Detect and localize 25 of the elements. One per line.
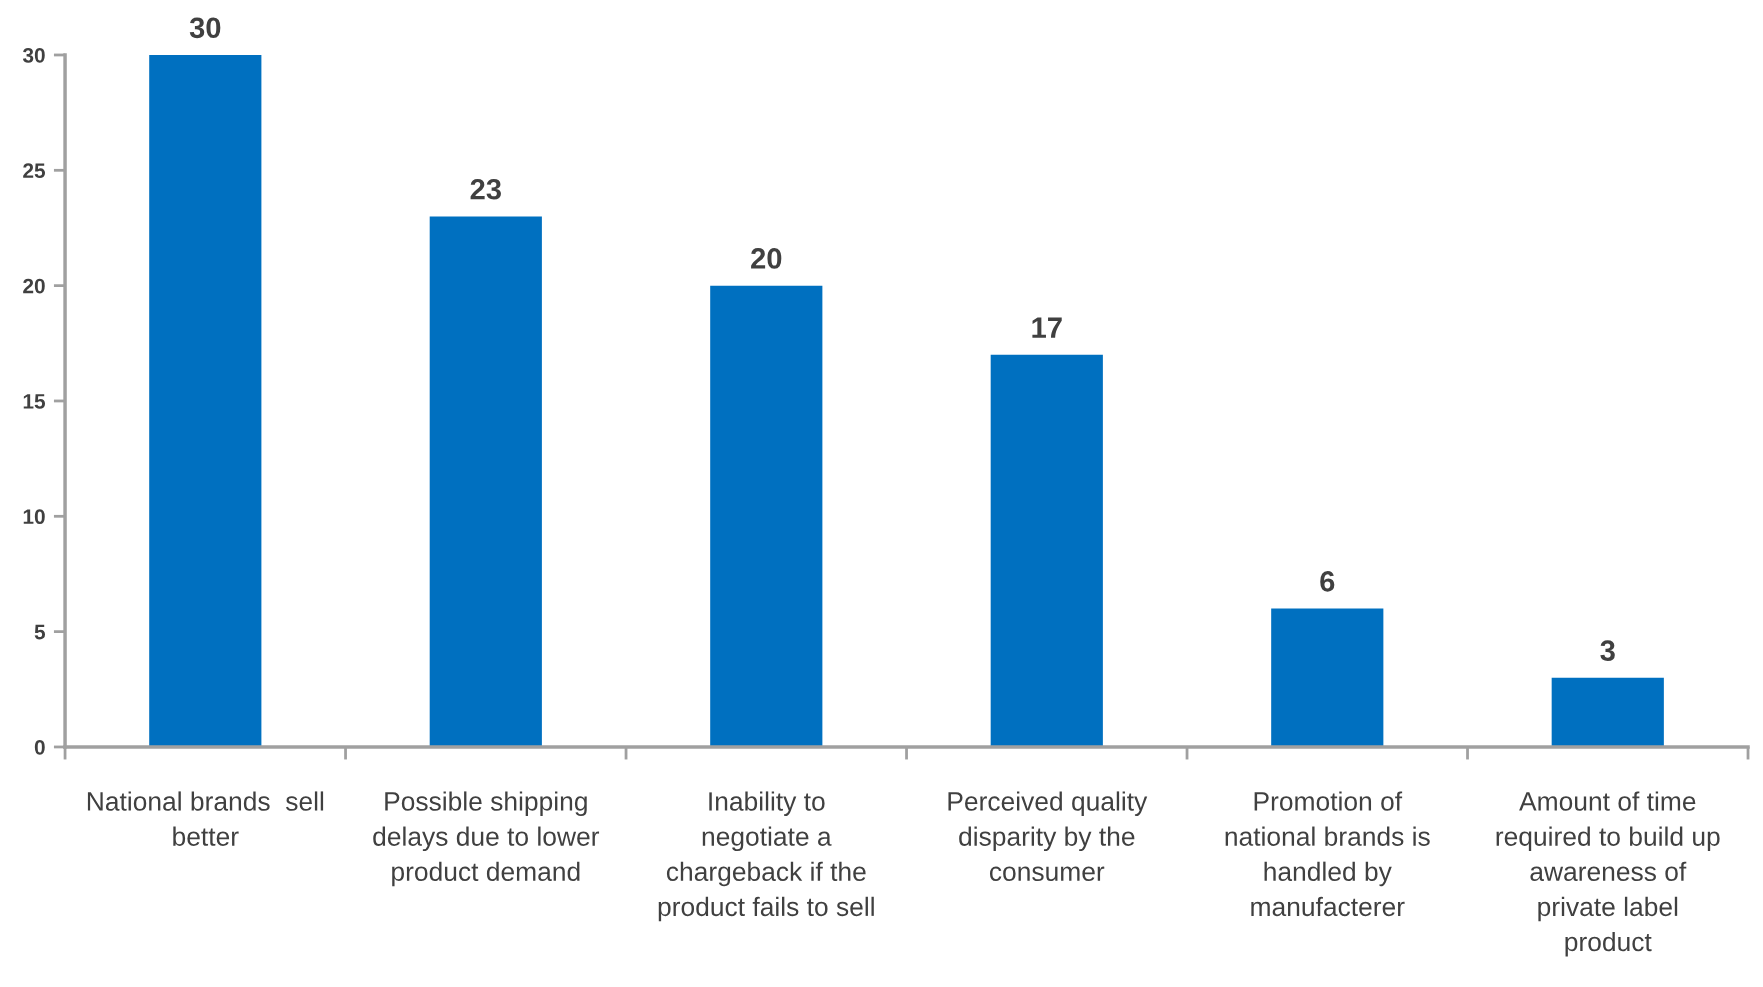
y-tick-label: 10	[23, 509, 45, 525]
x-tick-label: National brands sell better	[87, 791, 324, 846]
y-tick-label: 15	[23, 394, 46, 409]
data-label: 20	[751, 248, 782, 269]
data-label: 23	[470, 178, 501, 200]
y-tick-label: 25	[23, 163, 46, 179]
bar	[1551, 677, 1664, 747]
bar	[990, 354, 1103, 747]
x-tick-label: Possible shipping delays due to lower product demand	[373, 791, 600, 887]
y-tick-label: 0	[34, 739, 45, 755]
bar	[149, 54, 262, 747]
bar	[1271, 608, 1384, 747]
data-label: 17	[1032, 317, 1062, 338]
data-label: 3	[1600, 640, 1615, 661]
x-tick-label: Perceived quality disparity by the consumer	[948, 791, 1148, 882]
x-tick-label: Amount of time required to build up awareness of private label product	[1496, 791, 1720, 957]
bar	[429, 216, 542, 747]
y-tick-label: 30	[22, 47, 45, 63]
data-label: 30	[189, 17, 221, 39]
y-tick-label: 20	[23, 278, 45, 294]
x-tick-label: Promotion of national brands is handled by manufacterer	[1225, 791, 1430, 917]
bar	[710, 285, 823, 747]
y-tick-label: 5	[34, 624, 46, 640]
data-label: 6	[1320, 571, 1335, 592]
x-tick-label: Inability to negotiate a chargeback if the product fails to sell	[658, 791, 874, 922]
